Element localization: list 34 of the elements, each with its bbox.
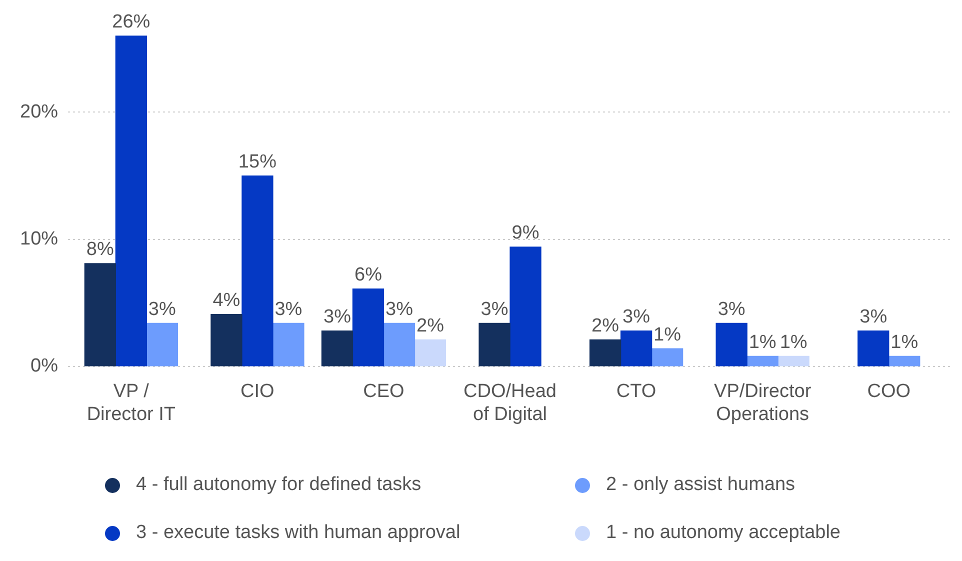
data-label: 4% bbox=[212, 290, 240, 312]
data-label: 1% bbox=[748, 332, 776, 353]
data-label: 3% bbox=[386, 298, 414, 320]
data-label: 8% bbox=[86, 239, 114, 260]
data-label: 1% bbox=[654, 324, 682, 346]
x-tick-label: VP/Director Operations bbox=[714, 381, 812, 425]
data-label: 2% bbox=[416, 315, 444, 336]
x-tick-label: CTO bbox=[616, 381, 656, 402]
data-label: 9% bbox=[512, 222, 540, 244]
data-label: 26% bbox=[112, 12, 150, 33]
data-label: 3% bbox=[860, 306, 888, 328]
data-label: 2% bbox=[592, 315, 620, 336]
data-label: 3% bbox=[148, 298, 176, 320]
x-tick-label: CIO bbox=[240, 381, 274, 402]
data-label: 3% bbox=[480, 298, 508, 320]
data-label: 15% bbox=[238, 152, 277, 173]
data-label: 3% bbox=[622, 306, 650, 328]
x-tick-label: COO bbox=[867, 381, 910, 402]
x-tick-label: CEO bbox=[363, 381, 404, 402]
data-label: 3% bbox=[274, 298, 302, 320]
y-tick-label: 0% bbox=[30, 356, 58, 377]
legend-label: 1 - no autonomy acceptable bbox=[606, 522, 840, 544]
data-label: 6% bbox=[354, 264, 382, 286]
data-label: 3% bbox=[718, 298, 746, 320]
legend-label: 2 - only assist humans bbox=[606, 474, 796, 496]
y-tick-label: 10% bbox=[20, 228, 58, 250]
x-tick-label: VP / Director IT bbox=[86, 381, 176, 425]
data-label: 1% bbox=[780, 332, 808, 353]
data-label: 1% bbox=[890, 332, 918, 353]
legend-label: 4 - full autonomy for defined tasks bbox=[136, 474, 422, 496]
legend-label: 3 - execute tasks with human approval bbox=[136, 522, 460, 544]
y-tick-label: 20% bbox=[20, 101, 58, 122]
data-label: 3% bbox=[324, 306, 352, 328]
x-tick-label: CDO/Head of Digital bbox=[464, 381, 556, 425]
